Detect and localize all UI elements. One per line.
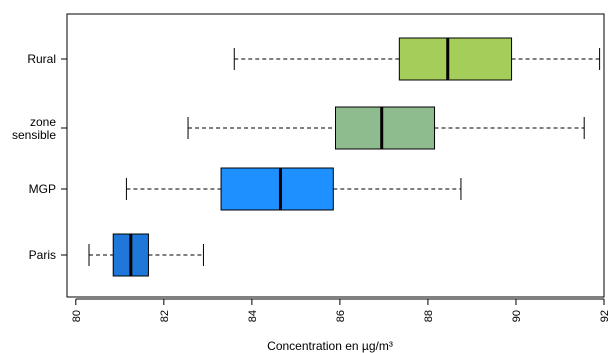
y-axis-layer: Paris MGP zone sensible Rural <box>12 52 67 262</box>
y-tick-label-2: zone sensible <box>12 115 56 142</box>
x-tick-label-4: 88 <box>423 310 435 322</box>
x-axis-layer: 80 82 84 86 88 90 92 <box>71 298 610 322</box>
box-mgp <box>125 167 462 211</box>
box-rural <box>233 37 601 81</box>
x-tick-label-2: 84 <box>247 310 259 322</box>
y-tick-label-1: MGP <box>29 182 56 196</box>
x-tick-label-6: 92 <box>599 310 610 322</box>
x-axis-title: Concentration en µg/m³ <box>267 339 393 353</box>
x-tick-label-0: 80 <box>71 310 83 322</box>
box-body-zone-sensible <box>335 106 436 150</box>
box-body-rural <box>398 37 513 81</box>
y-tick-label-3: Rural <box>27 52 56 66</box>
plot-frame <box>66 13 605 298</box>
boxes-layer <box>88 37 601 277</box>
box-body-mgp <box>220 167 334 211</box>
x-tick-label-3: 86 <box>335 310 347 322</box>
x-tick-label-5: 90 <box>511 310 523 322</box>
box-zone-sensible <box>187 106 585 150</box>
x-tick-label-1: 82 <box>159 310 171 322</box>
box-paris <box>88 233 204 277</box>
y-tick-label-0: Paris <box>29 248 56 262</box>
